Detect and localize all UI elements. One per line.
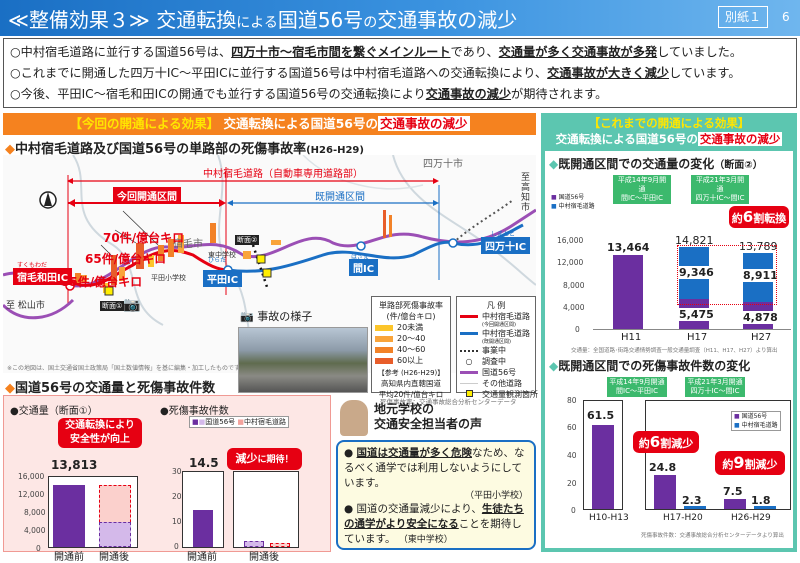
legend-item: 40～60: [375, 344, 447, 355]
camera-icon: 📷: [123, 297, 141, 313]
existing-section-label: 既開通区間: [315, 192, 365, 203]
page-title: ≪整備効果３≫ 交通転換による国道56号の交通事故の減少: [8, 8, 518, 32]
legend-accident-rate: 単路部死傷事故率 (件/億台キロ) 20未満 20～40 40～60 60以上 …: [371, 296, 451, 399]
accident-chart-after: [233, 471, 299, 548]
accident-legend: ■■国道56号 ■中村宿毛道路: [189, 416, 290, 428]
x-label-accident-before: 開通前: [187, 552, 217, 563]
intro-line-3: ○今後、平田IC～宿毛和田ICの開通でも並行する国道56号の交通転換により交通事…: [10, 87, 608, 101]
map-heading: ◆中村宿毛道路及び国道56号の単路部の死傷事故率(H26-H29): [5, 142, 364, 157]
x-label-after: 開通後: [99, 552, 129, 563]
chart2-panel-2: ■ 国道56号 ■ 中村宿毛道路: [645, 400, 791, 510]
bar-before: [53, 485, 85, 547]
page-number: 6: [782, 10, 790, 24]
map-note: ※この地図は、国土交通省国土政策局「国土数値情報」を基に編集・加工したものです。: [7, 365, 246, 372]
volume-chart-title: ●交通量（断面①）: [10, 406, 98, 417]
callout-6-reduction: 約6割減少: [633, 431, 699, 453]
value-before: 13,813: [51, 458, 98, 472]
bar-accident-before: [193, 510, 213, 547]
voice-box: ● 国道は交通量が多く危険なため、なるべく通学では利用しないようにしています。 …: [336, 440, 536, 550]
callout-reduction: 減少に期待！: [227, 448, 302, 470]
open-label-3: 平成14年9月開通 間IC～平田IC: [607, 377, 667, 397]
rate-70: 70件/億台キロ: [103, 231, 185, 245]
ic-hirata-kana: ひらた: [208, 257, 227, 264]
rate-85: 85件/億台キロ: [61, 275, 143, 289]
accident-chart-before: [182, 471, 224, 548]
intro-box: ○中村宿毛道路に並行する国道56号は、四万十市～宿毛市間を繋ぐメインルートであり…: [3, 38, 797, 108]
intro-line-1: ○中村宿毛道路に並行する国道56号は、四万十市～宿毛市間を繋ぐメインルートであり…: [10, 45, 743, 59]
volume-accident-panel: ●交通量（断面①） ●死傷事故件数 交通転換により 安全性が向上 13,813 1…: [3, 395, 331, 563]
conversion-highlight: [677, 245, 777, 305]
rate-65: 65件/億台キロ: [85, 252, 167, 266]
section-2-label: 断面②: [235, 235, 260, 245]
past-effect-subtitle: 交通転換による国道56号の 交通事故の減少: [555, 132, 783, 146]
legend-item: 20～40: [375, 333, 447, 344]
attachment-badge: 別紙１: [718, 6, 768, 28]
person-avatar-icon: [340, 400, 368, 436]
city-sukumo: 宿毛市: [173, 239, 203, 250]
y-tick: 0: [36, 544, 41, 553]
school-higashi: 東中学校: [208, 251, 236, 259]
voice-title: 地元学校の 交通安全担当者の声: [374, 402, 483, 431]
page-header: ≪整備効果３≫ 交通転換による国道56号の交通事故の減少 別紙１ 6: [0, 0, 800, 36]
current-effect-band: 【今回の開通による効果】 交通転換による国道56号の 交通事故の減少: [3, 113, 536, 135]
rate-source: 死傷事故率：交通事故総合分析センターデータ: [380, 398, 517, 406]
ic-shimanto-kana: しまんと: [491, 231, 516, 238]
open-label-1: 平成14年9月開通 間IC～平田IC: [613, 175, 671, 204]
city-shimanto: 四万十市: [423, 159, 463, 170]
voice-item-1: ● 国道は交通量が多く危険なため、なるべく通学では利用しないようにしています。: [344, 447, 525, 489]
to-kochi-label: 至高知市: [521, 173, 531, 213]
school-hirata: 平田小学校: [151, 274, 186, 282]
ic-kan: 間IC: [349, 259, 379, 276]
chart1-heading: ◆既開通区間での交通量の変化（断面②）: [549, 157, 763, 171]
past-effect-title: 【これまでの開通による効果】: [588, 116, 750, 130]
chart2-panel-1: [583, 400, 623, 510]
diamond-icon: ◆: [5, 142, 15, 157]
x-label-before: 開通前: [54, 552, 84, 563]
intro-line-2: ○これまでに開通した四万十IC～平田ICに並行する国道56号は中村宿毛道路への交…: [10, 66, 741, 80]
bar-h11: [613, 255, 643, 329]
accident-chart-title: ●死傷事故件数: [160, 406, 229, 417]
volume-heading: ◆国道56号の交通量と死傷事故件数: [5, 381, 216, 396]
voice-item-2: ● 国道の交通量減少により、生徒たちの通学がより安全になることを期待しています。…: [344, 503, 524, 545]
chart1-legend: ■ 国道56号 ■ 中村宿毛道路: [551, 194, 595, 210]
past-effect-panel: 【これまでの開通による効果】 交通転換による国道56号の 交通事故の減少 ◆既開通…: [541, 113, 797, 552]
bar-after-r56: [99, 522, 131, 547]
callout-9-reduction: 約9割減少: [715, 451, 785, 475]
open-label-2: 平成21年3月開通 四万十IC～間IC: [691, 175, 749, 204]
x-label-accident-after: 開通後: [249, 552, 279, 563]
ic-kan-kana: はざま: [351, 254, 370, 261]
road-label: 中村宿毛道路（自動車専用道路部）: [203, 169, 363, 180]
legend-item: 60以上: [375, 355, 447, 366]
y-tick: 12,000: [18, 490, 45, 499]
to-matsuyama-label: 至 松山市: [6, 301, 45, 311]
section-1-label: 断面①: [100, 301, 125, 311]
camera-icon: 📷: [240, 310, 254, 323]
ic-sukumowada-kana: すくもわだ: [17, 262, 48, 269]
ic-hirata: 平田IC: [203, 270, 243, 287]
y-tick: 16,000: [18, 472, 45, 481]
ic-sukumowada: 宿毛和田IC: [13, 268, 73, 285]
legend-item: 20未満: [375, 322, 447, 333]
ic-shimanto: 四万十IC: [481, 237, 531, 254]
callout-convert: 約6割転換: [729, 206, 789, 228]
open-label-4: 平成21年3月開通 四万十IC～間IC: [685, 377, 745, 397]
legend-map: 凡 例 中村宿毛道路 (今回開通区間) 中村宿毛道路 (既開通区間) 事業中 ○…: [456, 296, 538, 399]
value-accident-before: 14.5: [189, 456, 219, 470]
current-section-label: 今回開通区間: [113, 187, 181, 204]
callout-safety: 交通転換により 安全性が向上: [58, 418, 142, 448]
y-tick: 4,000: [24, 526, 46, 535]
accident-photo: [238, 327, 368, 393]
y-tick: 8,000: [24, 508, 46, 517]
accident-photo-title: 📷 事故の様子: [240, 310, 313, 323]
volume-chart-area: [48, 476, 138, 548]
chart2-heading: ◆既開通区間での死傷事故件数の変化: [549, 359, 751, 373]
